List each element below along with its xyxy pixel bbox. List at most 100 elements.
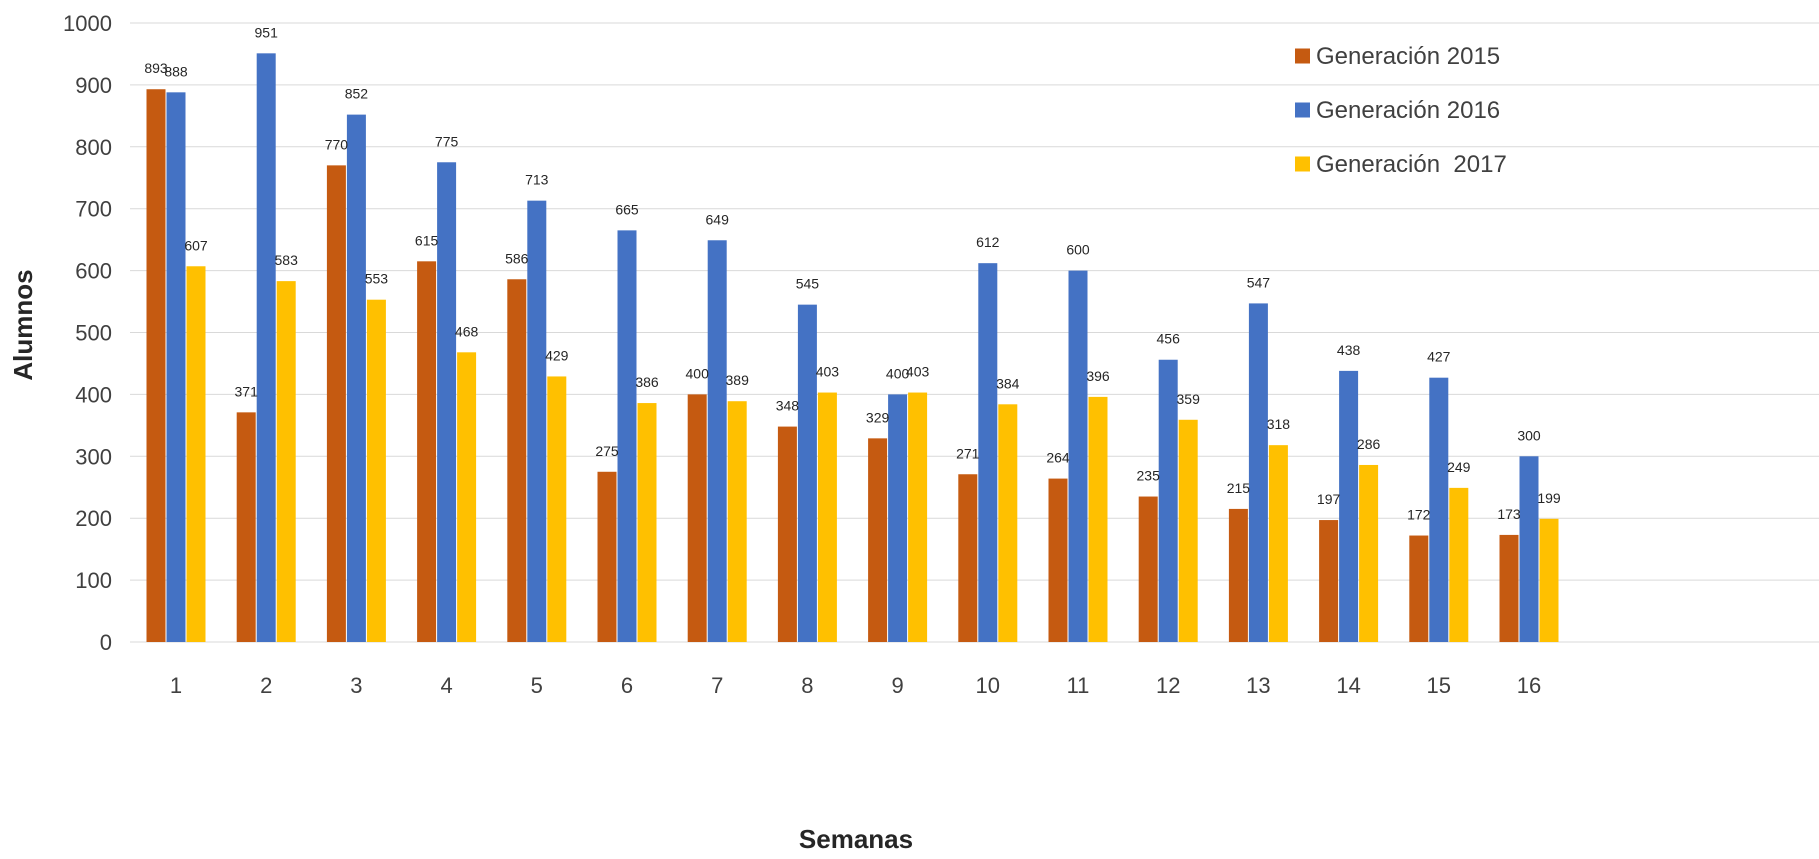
x-tick-label: 2: [260, 673, 272, 698]
y-tick-label: 0: [100, 630, 112, 655]
data-label: 770: [325, 136, 349, 152]
data-label: 286: [1357, 436, 1381, 452]
bar: [637, 403, 657, 642]
bar: [276, 281, 296, 642]
legend-label: Generación 2015: [1316, 43, 1500, 70]
bar: [1048, 478, 1068, 642]
bar: [777, 426, 797, 642]
bar: [527, 200, 547, 642]
y-tick-label: 300: [75, 444, 112, 469]
bar: [1339, 370, 1359, 642]
data-label: 264: [1046, 450, 1070, 466]
x-tick-label: 15: [1427, 673, 1451, 698]
data-label: 172: [1407, 507, 1431, 523]
x-tick-label: 9: [891, 673, 903, 698]
bar: [908, 392, 928, 642]
legend-swatch: [1295, 156, 1310, 172]
bar: [346, 114, 366, 642]
x-tick-label: 6: [621, 673, 633, 698]
bar: [1499, 534, 1519, 642]
legend-swatch: [1295, 48, 1310, 64]
data-label: 275: [595, 443, 619, 459]
data-label: 400: [886, 365, 910, 381]
bar: [1248, 303, 1268, 642]
data-label: 427: [1427, 349, 1451, 365]
data-label: 600: [1066, 242, 1090, 258]
legend: Generación 2015 Generación 2016 Generación…: [1295, 43, 1507, 178]
data-label: 384: [996, 375, 1020, 391]
bar: [507, 279, 527, 642]
bar: [437, 162, 457, 642]
y-tick-label: 600: [75, 259, 112, 284]
data-label: 438: [1337, 342, 1361, 358]
data-label: 583: [275, 252, 299, 268]
data-label: 348: [776, 398, 800, 414]
x-tick-label: 4: [440, 673, 452, 698]
bar: [1539, 518, 1559, 642]
data-label: 300: [1517, 427, 1541, 443]
bar: [547, 376, 567, 642]
x-axis-tick-labels: 1 2 3 4 5 6 7 8 9 10 11 12 13 14 15 16: [170, 673, 1541, 698]
x-tick-label: 16: [1517, 673, 1541, 698]
data-label: 893: [144, 60, 168, 76]
bar: [1268, 445, 1288, 642]
data-label: 173: [1497, 506, 1521, 522]
data-label: 775: [435, 133, 459, 149]
bar: [817, 392, 837, 642]
y-axis-title: Alumnos: [8, 269, 38, 380]
x-tick-label: 5: [531, 673, 543, 698]
data-label: 235: [1137, 468, 1161, 484]
data-label: 456: [1157, 331, 1181, 347]
bar: [417, 261, 437, 642]
data-label: 429: [545, 347, 569, 363]
bar: [326, 165, 346, 642]
data-label: 318: [1267, 416, 1291, 432]
bar: [797, 304, 817, 642]
data-label: 612: [976, 234, 1000, 250]
data-label: 545: [796, 276, 820, 292]
x-axis-title: Semanas: [799, 824, 913, 854]
bar: [888, 394, 908, 642]
bar: [727, 401, 747, 642]
data-label: 665: [615, 201, 639, 217]
data-label: 615: [415, 232, 439, 248]
data-label: 400: [686, 365, 710, 381]
x-tick-label: 12: [1156, 673, 1180, 698]
x-tick-label: 8: [801, 673, 813, 698]
data-label: 607: [184, 237, 208, 253]
y-tick-label: 900: [75, 73, 112, 98]
data-label: 389: [726, 372, 750, 388]
legend-swatch: [1295, 102, 1310, 118]
x-tick-label: 13: [1246, 673, 1270, 698]
bar: [457, 352, 477, 642]
bar: [998, 404, 1018, 642]
bar: [707, 240, 727, 643]
legend-label: Generación 2017: [1316, 151, 1507, 178]
bar: [1088, 396, 1108, 642]
y-tick-label: 500: [75, 321, 112, 346]
bar: [1178, 419, 1198, 642]
data-label: 386: [635, 374, 659, 390]
y-tick-label: 200: [75, 506, 112, 531]
bar: [1449, 487, 1469, 642]
data-label: 197: [1317, 491, 1341, 507]
data-label: 371: [235, 383, 259, 399]
bar: [1138, 496, 1158, 642]
x-tick-label: 14: [1336, 673, 1360, 698]
data-label: 403: [816, 364, 840, 380]
bar: [868, 438, 888, 642]
y-tick-label: 400: [75, 382, 112, 407]
bar: [1158, 359, 1178, 642]
bar: [1228, 508, 1248, 642]
data-label: 249: [1447, 459, 1471, 475]
data-label: 199: [1537, 490, 1561, 506]
bar: [1319, 520, 1339, 642]
y-tick-label: 800: [75, 135, 112, 160]
data-label: 468: [455, 323, 479, 339]
gridlines: [130, 22, 1819, 643]
data-label: 329: [866, 409, 890, 425]
bar: [236, 412, 256, 642]
bar: [978, 263, 998, 642]
